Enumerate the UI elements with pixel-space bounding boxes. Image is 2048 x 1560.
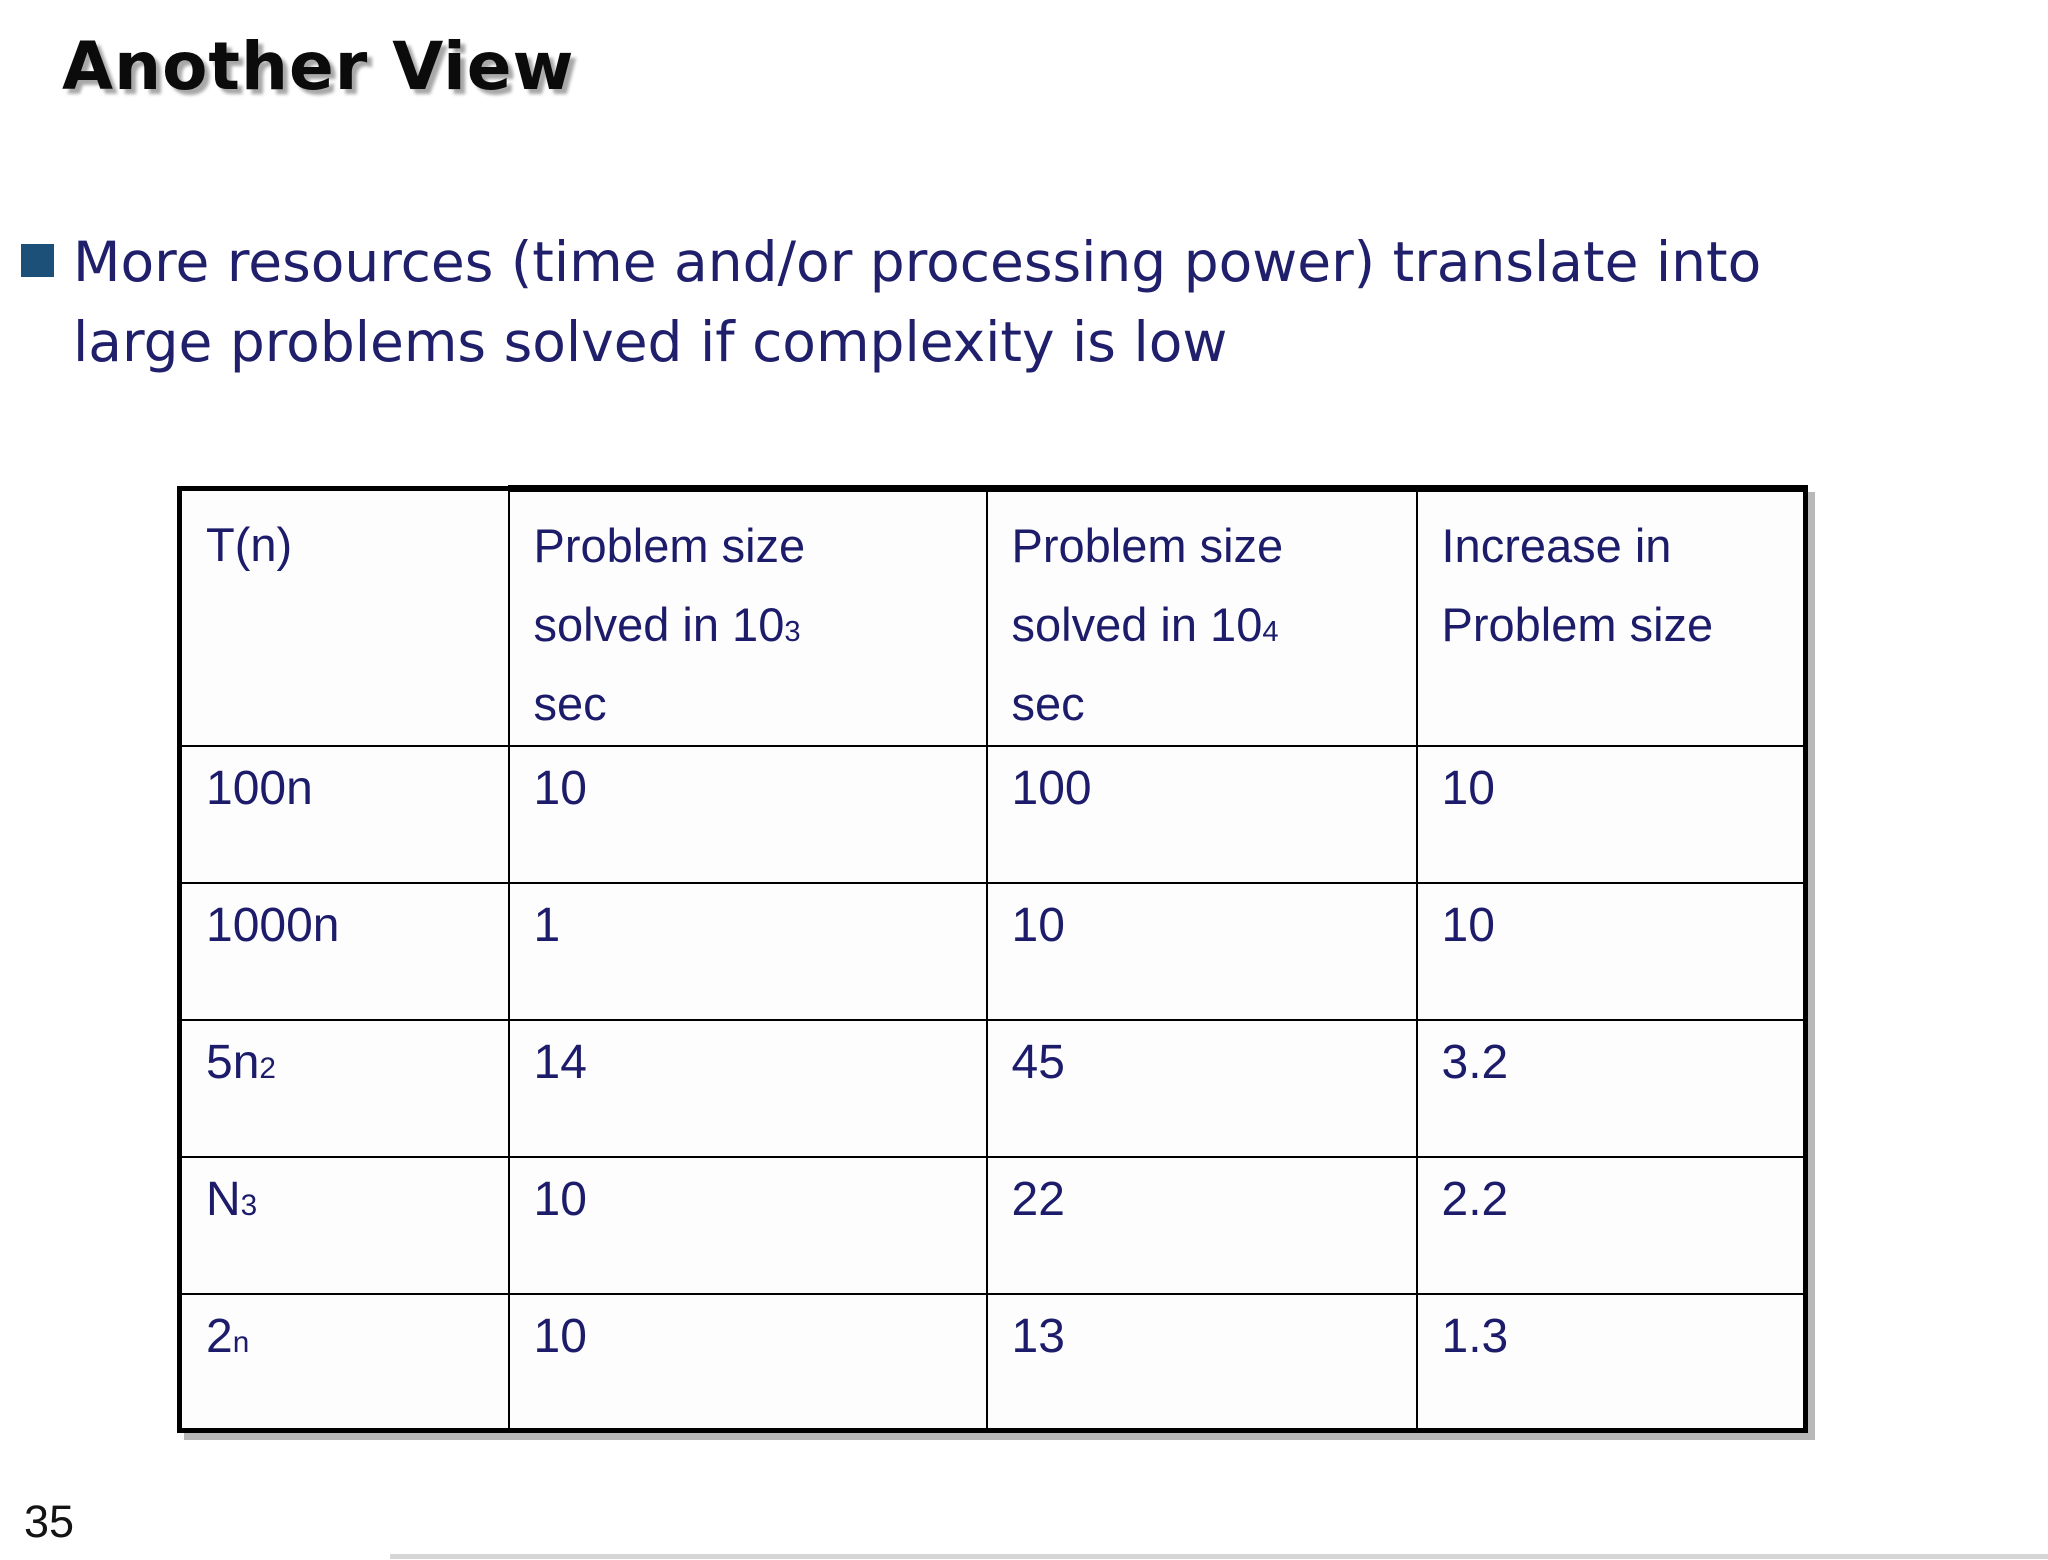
table-cell: 1000n [178, 881, 510, 1021]
table-row: 2n 10 13 1.3 [178, 1292, 1807, 1432]
table-row: 1000n 1 10 10 [178, 881, 1807, 1021]
table-header-row: T(n) Problem size solved in 103 sec Proble… [178, 485, 1807, 747]
page-number: 35 [24, 1496, 75, 1547]
table-row: N3 10 22 2.2 [178, 1155, 1807, 1295]
table-cell: 3.2 [1415, 1018, 1807, 1158]
table-cell: 10 [985, 881, 1418, 1021]
table-cell: 45 [985, 1018, 1418, 1158]
complexity-table: T(n) Problem size solved in 103 sec Proble… [177, 485, 1808, 1433]
table-header-cell: Problem size solved in 104 sec [985, 485, 1418, 747]
complexity-table-container: T(n) Problem size solved in 103 sec Proble… [177, 485, 1808, 1433]
table-row: 5n2 14 45 3.2 [178, 1018, 1807, 1158]
table-cell: 100 [985, 744, 1418, 884]
table-cell: N3 [178, 1155, 510, 1295]
table-header-cell: Problem size solved in 103 sec [507, 485, 988, 747]
table-cell: 10 [1415, 744, 1807, 884]
bullet-text-line: More resources (time and/or processing p… [73, 230, 1762, 294]
table-cell: 13 [985, 1292, 1418, 1432]
bullet-square-icon [21, 244, 54, 277]
table-cell: 14 [507, 1018, 988, 1158]
table-cell: 2n [178, 1292, 510, 1432]
table-cell: 10 [507, 1292, 988, 1432]
table-cell: 10 [507, 744, 988, 884]
bullet-text-line: large problems solved if complexity is l… [73, 310, 1228, 374]
table-cell: 1 [507, 881, 988, 1021]
table-cell: 22 [985, 1155, 1418, 1295]
table-header-cell: T(n) [178, 487, 510, 747]
table-cell: 2.2 [1415, 1155, 1807, 1295]
table-cell: 100n [178, 744, 510, 884]
slide-title: Another View [62, 28, 575, 105]
slide-bottom-edge [390, 1554, 2048, 1559]
table-cell: 10 [1415, 881, 1807, 1021]
table-cell: 1.3 [1415, 1292, 1807, 1432]
bullet-text: More resources (time and/or processing p… [73, 222, 2003, 382]
table-cell: 10 [507, 1155, 988, 1295]
table-header-cell: Increase in Problem size [1415, 485, 1807, 747]
table-row: 100n 10 100 10 [178, 744, 1807, 884]
table-cell: 5n2 [178, 1018, 510, 1158]
